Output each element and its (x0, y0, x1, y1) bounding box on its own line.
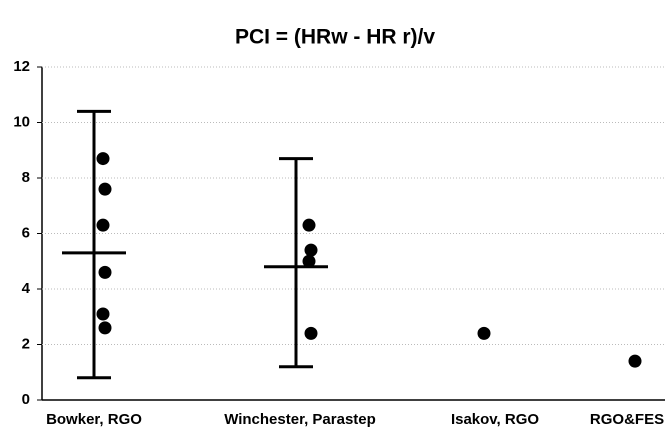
data-point (628, 354, 642, 368)
y-tick-label: 4 (22, 280, 31, 297)
x-tick-label: Bowker, RGO (46, 411, 142, 428)
y-tick-label: 2 (22, 335, 30, 352)
data-point (477, 326, 491, 340)
x-tick-label: Winchester, Parastep (224, 411, 376, 428)
x-tick-label: Isakov, RGO (451, 411, 539, 428)
data-point (98, 321, 112, 335)
data-point (302, 218, 316, 232)
y-tick-label: 12 (13, 58, 30, 75)
y-tick-label: 6 (22, 224, 30, 241)
data-point (96, 307, 110, 321)
data-point (98, 265, 112, 279)
data-point (96, 152, 110, 166)
data-point (96, 218, 110, 232)
data-point (302, 254, 316, 268)
data-point (98, 182, 112, 196)
chart-title: PCI = (HRw - HR r)/v (235, 26, 435, 49)
x-tick-label: RGO&FES (590, 411, 664, 428)
y-tick-label: 10 (13, 113, 30, 130)
data-point (304, 326, 318, 340)
y-tick-label: 0 (22, 391, 30, 408)
data-point (304, 243, 318, 257)
y-tick-label: 8 (22, 169, 30, 186)
